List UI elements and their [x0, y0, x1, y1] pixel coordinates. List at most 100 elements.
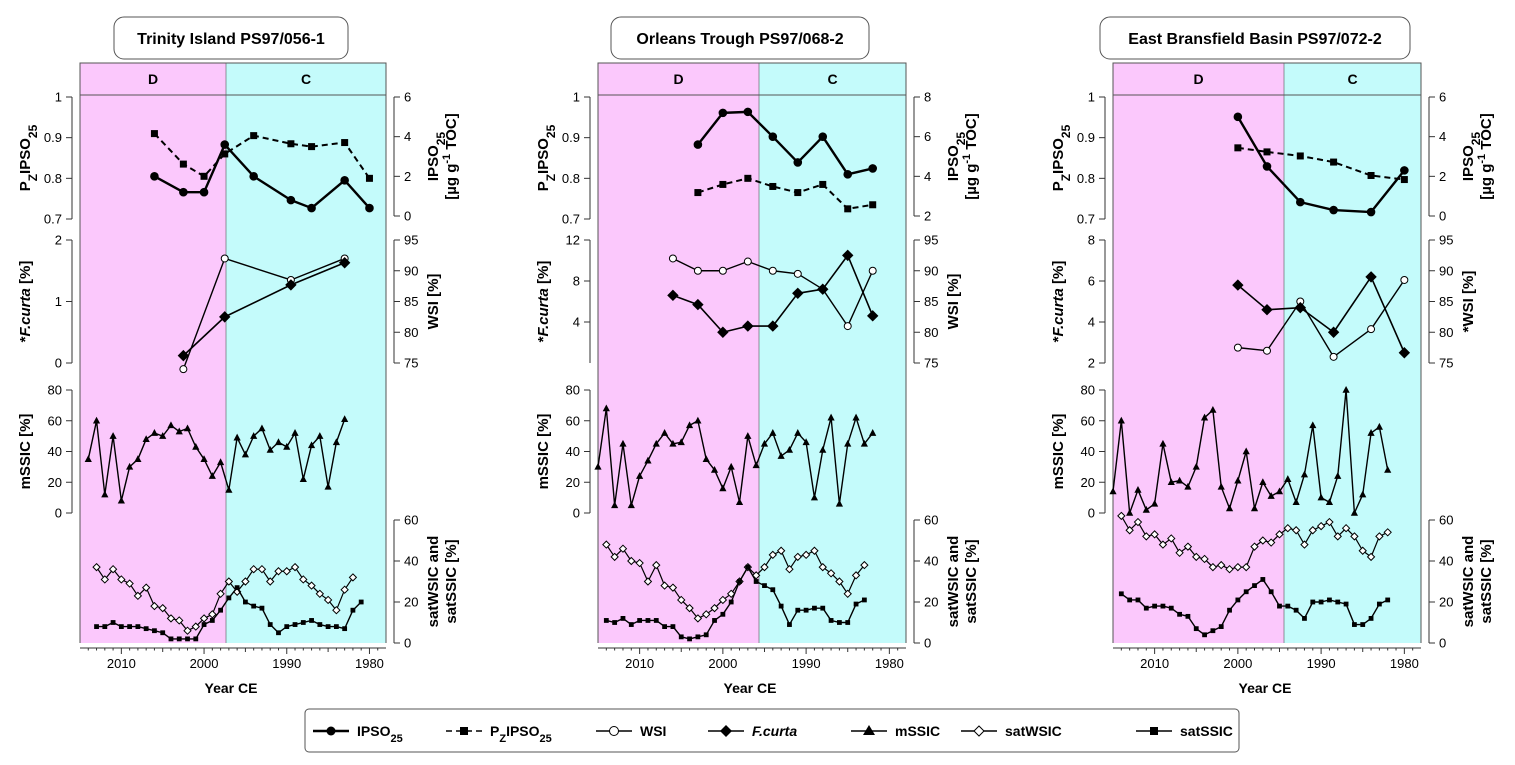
satwsic-point [274, 567, 283, 576]
right-tick-label: 4 [404, 129, 411, 144]
panel-title: Orleans Trough PS97/068-2 [636, 31, 843, 48]
satssic-point [1135, 597, 1141, 603]
pz-axis-label: PZIPSO25 [17, 124, 40, 191]
left-tick-label: 12 [566, 233, 580, 248]
left-tick-label: 1 [1088, 90, 1095, 105]
left-tick-label: 60 [566, 413, 580, 428]
satwsic-point [315, 589, 325, 599]
ipso25-point [1233, 112, 1243, 122]
ipso25-point [307, 203, 316, 213]
satssic-point [1177, 611, 1182, 617]
satwsic-point [299, 575, 308, 584]
ipso25-point [286, 195, 296, 205]
left-tick-label: 0.8 [44, 171, 62, 186]
ipso25-point [249, 172, 258, 181]
right-tick-label: 6 [1439, 90, 1446, 105]
pzipso25-point [1234, 144, 1242, 152]
mssic-point [324, 482, 332, 490]
mssic-point [719, 484, 727, 492]
satssic-point [620, 616, 626, 621]
zone-d-background [80, 63, 226, 643]
satssic-point [201, 622, 207, 627]
mssic-point [611, 501, 619, 509]
mssic-point [1200, 413, 1209, 421]
satssic-point [1252, 583, 1257, 588]
sat-axis-label: satWSIC and [1460, 536, 1477, 628]
right-tick-label: 60 [404, 513, 418, 528]
ipso25-point [843, 170, 853, 179]
left-tick-label: 80 [1081, 383, 1095, 398]
wsi-point [768, 266, 777, 275]
left-tick-label: 0.9 [1077, 130, 1095, 145]
satssic-point [1277, 603, 1282, 609]
satwsic-point [643, 577, 653, 586]
satwsic-point [1117, 511, 1126, 521]
satssic-point [1385, 597, 1391, 603]
x-tick-label: 2010 [1140, 656, 1169, 671]
pzipso25-point [719, 180, 727, 188]
right-tick-label: 40 [404, 554, 418, 569]
mssic-point [183, 424, 192, 432]
fcurta-point [866, 310, 879, 322]
satssic-point [653, 618, 659, 623]
right-tick-label: 4 [924, 169, 931, 184]
pzipso25-point [869, 201, 877, 209]
x-axis-label: Year CE [205, 680, 258, 696]
satssic-point [226, 595, 232, 601]
mssic-point [200, 455, 208, 462]
satwsic-point [1142, 532, 1151, 541]
satssic-point [1310, 599, 1316, 605]
right-tick-label: 95 [404, 233, 418, 248]
left-tick-label: 40 [48, 444, 62, 459]
mssic-point [1142, 505, 1150, 513]
mssic-line [1112, 389, 1389, 514]
mssic-point [1300, 470, 1309, 478]
satwsic-point [1316, 521, 1326, 531]
pzipso25-point [250, 132, 258, 140]
wsi-point [718, 266, 727, 275]
left-tick-label: 20 [1081, 475, 1095, 490]
zone-d-label: D [148, 71, 158, 87]
mssic-point [760, 439, 769, 447]
satwsic-point [677, 595, 686, 605]
satssic-point [1235, 597, 1241, 603]
panel-title: Trinity Island PS97/056-1 [137, 31, 325, 48]
wsi-line [1237, 279, 1405, 358]
mssic-point [1242, 447, 1250, 455]
right-tick-label: 60 [924, 513, 938, 528]
zone-c-background [226, 63, 386, 643]
satwsic-point [208, 610, 217, 619]
wsi-axis-label: WSI [%] [945, 274, 962, 330]
fcurta-point [842, 249, 854, 262]
right-tick-label: 20 [404, 595, 418, 610]
left-tick-label: 1 [573, 90, 580, 105]
panel-title: East Bransfield Basin PS97/072-2 [1128, 31, 1382, 48]
sat-axis-label: satSSIC [%] [1478, 539, 1495, 623]
satwsic-point [693, 614, 703, 623]
satssic-point [209, 618, 215, 623]
satwsic-point [635, 558, 644, 568]
wsi-point [1233, 343, 1242, 352]
mssic-point [694, 416, 702, 424]
satwsic-point [307, 581, 316, 590]
satwsic-point [158, 603, 167, 613]
satwsic-point [702, 610, 711, 619]
legend-marker-fcurta [720, 725, 732, 737]
satssic-point [1152, 603, 1158, 609]
fcurta-point [1327, 326, 1340, 338]
right-tick-label: 0 [404, 209, 411, 224]
satwsic-point [100, 575, 110, 584]
right-tick-label: 75 [924, 356, 938, 371]
satssic-point [803, 607, 809, 613]
wsi-axis-label: *WSI [%] [1460, 271, 1477, 333]
satssic-point [1376, 601, 1382, 607]
zone-d-background [598, 63, 759, 643]
wsi-point [179, 365, 188, 374]
satwsic-point [1358, 546, 1367, 555]
mssic-point [1384, 465, 1392, 473]
mssic-point [777, 452, 785, 459]
left-tick-label: 80 [566, 383, 580, 398]
right-tick-label: 8 [924, 90, 931, 105]
mssic-point [669, 439, 677, 447]
